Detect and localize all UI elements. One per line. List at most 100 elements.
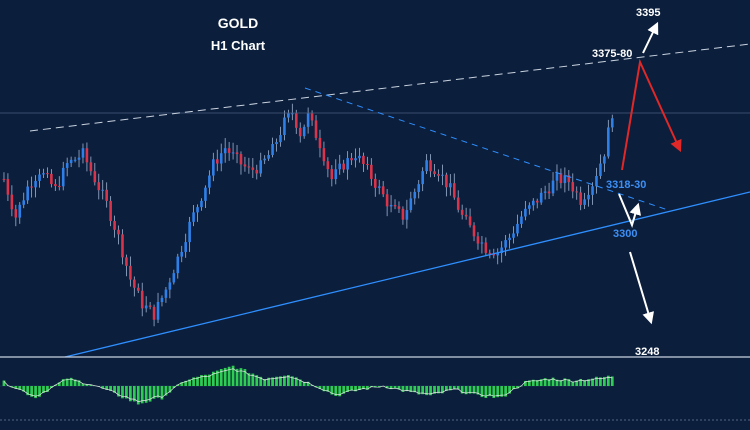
oscillator-bar — [456, 386, 460, 390]
candle-body — [271, 144, 274, 155]
oscillator-bar — [34, 386, 37, 399]
oscillator-panel — [0, 365, 614, 405]
candle-body — [350, 158, 353, 161]
candle — [81, 143, 85, 164]
level-label-resistance: 3375-80 — [592, 48, 632, 60]
candle — [30, 176, 33, 198]
candle — [607, 119, 610, 159]
candle — [279, 126, 282, 147]
candle — [603, 154, 606, 172]
oscillator-bar — [587, 379, 590, 386]
oscillator-bar — [480, 386, 484, 398]
candle — [243, 156, 247, 172]
candle — [528, 202, 531, 215]
candle — [524, 200, 527, 221]
candle-body — [18, 204, 22, 218]
candle-body — [267, 154, 270, 159]
candle — [140, 282, 144, 317]
candle-body — [543, 191, 547, 193]
candle-body — [14, 209, 18, 218]
oscillator-bar — [38, 386, 41, 397]
candle — [464, 207, 468, 220]
candle-body — [212, 159, 215, 176]
candle — [54, 179, 57, 191]
candle-body — [22, 200, 26, 205]
candle — [176, 253, 180, 279]
candle — [65, 157, 69, 177]
candle-body — [65, 163, 69, 168]
candle-body — [468, 216, 472, 226]
candle — [314, 115, 318, 141]
candle-body — [125, 257, 128, 266]
candle-body — [2, 178, 6, 180]
candle-body — [227, 148, 231, 153]
candle — [105, 182, 108, 208]
candle — [180, 245, 184, 263]
oscillator-bar — [140, 386, 144, 404]
candle-body — [322, 148, 326, 162]
oscillator-bar — [350, 386, 353, 391]
candle-body — [441, 174, 444, 176]
oscillator-bar — [397, 386, 401, 390]
oscillator-bar — [603, 376, 606, 386]
candle — [164, 286, 168, 303]
candle-body — [512, 233, 515, 238]
candle-body — [57, 185, 61, 187]
candle — [429, 154, 432, 178]
candle — [460, 204, 464, 220]
candle-body — [520, 216, 523, 224]
candle — [377, 179, 381, 195]
oscillator-bar — [113, 386, 116, 393]
candle-body — [429, 160, 432, 172]
candle — [476, 232, 480, 250]
candle — [508, 233, 511, 249]
candle — [6, 173, 10, 201]
oscillator-bar — [342, 386, 346, 394]
candle — [579, 186, 582, 211]
oscillator-bar — [322, 386, 326, 392]
oscillator-bar — [389, 386, 393, 390]
candle — [433, 164, 436, 177]
candle-body — [599, 163, 602, 176]
candle — [227, 141, 231, 161]
candle-body — [188, 221, 191, 243]
candle-body — [460, 209, 464, 215]
candle — [247, 157, 251, 174]
candle-body — [326, 161, 330, 170]
candle-body — [603, 156, 606, 164]
candle-body — [129, 265, 132, 280]
candle-body — [160, 297, 164, 302]
oscillator-bar — [168, 386, 172, 393]
oscillator-bar — [606, 375, 610, 386]
candle — [57, 176, 61, 191]
candle-body — [54, 184, 57, 186]
candle-body — [547, 191, 551, 194]
oscillator-bar — [555, 379, 559, 386]
candle — [42, 168, 45, 179]
candle-body — [362, 155, 365, 164]
candle-body — [579, 192, 582, 205]
candle — [381, 181, 385, 198]
candle — [2, 172, 6, 183]
oscillator-bar — [22, 386, 26, 392]
candle-body — [215, 159, 219, 164]
candle-body — [342, 163, 345, 170]
candle-body — [42, 173, 45, 175]
oscillator-bar — [10, 386, 14, 388]
oscillator-bar — [239, 368, 243, 386]
oscillator-bar — [231, 365, 235, 386]
candle — [346, 151, 349, 180]
candle — [456, 190, 460, 213]
oscillator-bar — [287, 374, 290, 386]
level-label-target-high: 3395 — [636, 7, 660, 19]
oscillator-bar — [567, 379, 571, 386]
candle-body — [464, 214, 468, 217]
candle — [298, 122, 302, 143]
oscillator-bar — [610, 376, 614, 386]
candle-body — [381, 186, 385, 195]
oscillator-bar — [579, 378, 583, 386]
candle-body — [370, 164, 373, 179]
oscillator-bar — [148, 386, 152, 402]
oscillator-bar — [65, 378, 69, 386]
